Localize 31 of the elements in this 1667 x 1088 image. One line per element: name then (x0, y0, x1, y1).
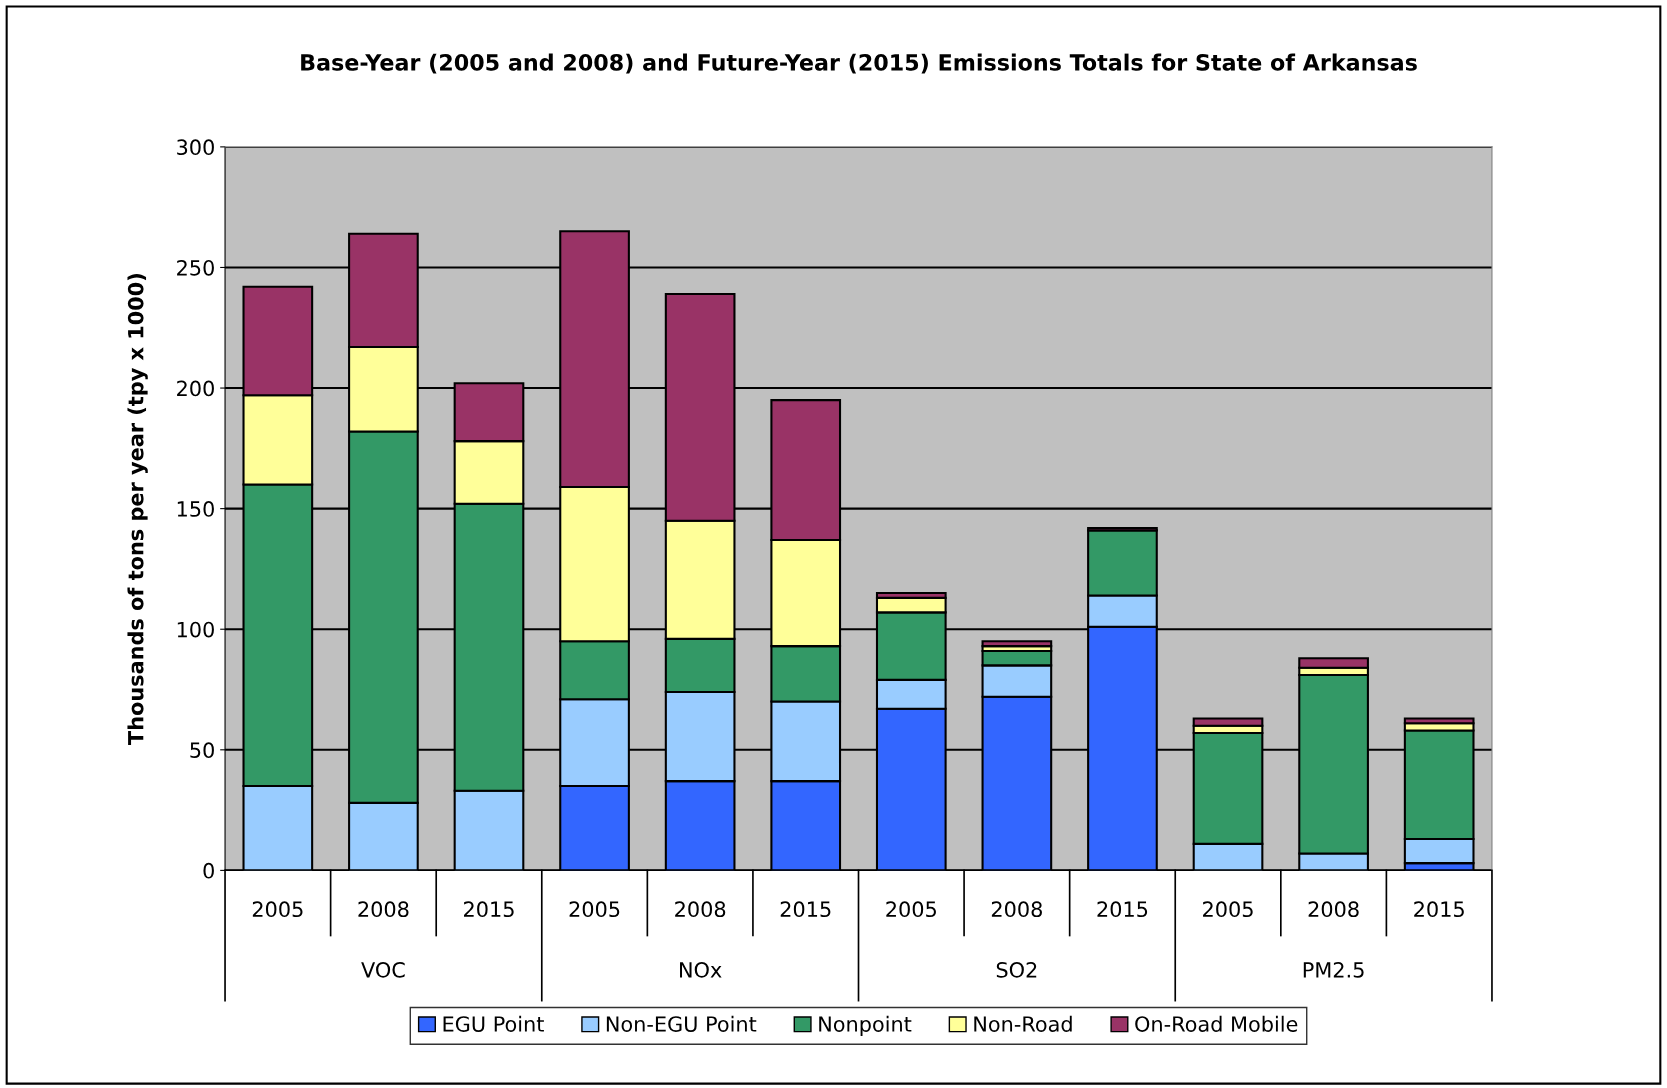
x-tick-label: 2005 (1203, 901, 1253, 918)
y-tick-label: 250 (177, 259, 214, 276)
bar (981, 640, 1053, 648)
y-tick-label: 100 (177, 621, 214, 638)
x-tick-label: 2015 (1414, 901, 1464, 918)
y-tick-label: 50 (190, 742, 214, 759)
legend-label: On-Road Mobile (1135, 1015, 1298, 1032)
legend-label: EGU Point (443, 1015, 544, 1032)
x-tick-label: 2008 (675, 901, 726, 918)
y-tick-label: 200 (177, 380, 214, 397)
legend-label: Non-EGU Point (606, 1015, 757, 1032)
x-tick-label: 2008 (991, 901, 1042, 918)
x-tick-label: 2008 (358, 901, 409, 918)
y-axis-title: Thousands of tons per year (tpy x 1000) (127, 274, 148, 745)
x-tick-label: 2015 (464, 901, 514, 918)
x-tick-label: 2005 (886, 901, 936, 918)
text: SO2 (996, 961, 1037, 978)
text: VOC (361, 961, 405, 978)
x-tick-label: 2015 (780, 901, 831, 918)
legend-label: Non-Road (974, 1015, 1072, 1032)
y-tick-label: 0 (203, 862, 214, 879)
x-tick-label: 2008 (1308, 901, 1359, 918)
x-tick-label: 2005 (569, 901, 620, 918)
chart-title: Base-Year (2005 and 2008) and Future-Year (2015) Emissions Totals for State of Arkansas (301, 53, 1417, 74)
x-tick-label: 2005 (252, 901, 303, 918)
y-tick-label: 300 (177, 139, 214, 156)
y-tick-label: 150 (177, 501, 214, 517)
text: NOx (680, 961, 722, 978)
legend-label: Nonpoint (819, 1015, 912, 1036)
text: PM2.5 (1303, 961, 1364, 978)
x-tick-label: 2015 (1097, 901, 1148, 918)
